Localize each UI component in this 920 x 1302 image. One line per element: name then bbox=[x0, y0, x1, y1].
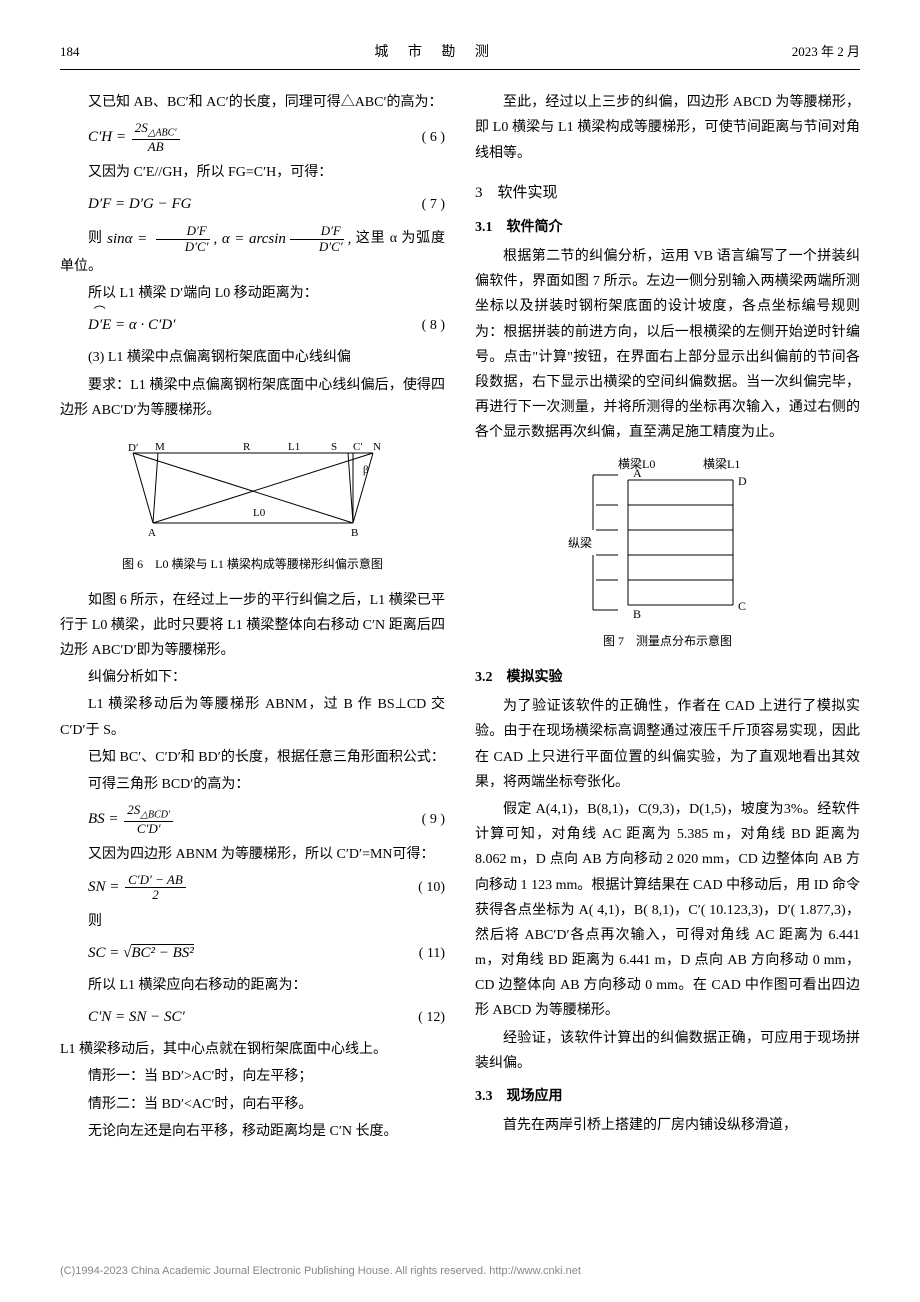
issue-date: 2023 年 2 月 bbox=[792, 40, 860, 65]
formula-body: C′H = 2S△ABC′AB bbox=[88, 121, 182, 154]
paragraph: 要求：L1 横梁中点偏离钢桁架底面中心线纠偏后，使得四边形 ABC′D′为等腰梯… bbox=[60, 373, 445, 423]
paragraph: 可得三角形 BCD′的高为： bbox=[60, 772, 445, 797]
copyright-footer: (C)1994-2023 China Academic Journal Elec… bbox=[60, 1262, 581, 1282]
equation-number: ( 6 ) bbox=[422, 125, 445, 150]
svg-text:D′: D′ bbox=[128, 442, 138, 454]
paragraph: 所以 L1 横梁应向右移动的距离为： bbox=[60, 973, 445, 998]
equation-8: D′E = α · C′D′ ( 8 ) bbox=[88, 312, 445, 339]
equation-11: SC = √BC² − BS² ( 11) bbox=[88, 940, 445, 967]
section-3-title: 3 软件实现 bbox=[475, 180, 860, 207]
formula-body: SN = C′D′ − AB2 bbox=[88, 873, 188, 903]
svg-text:S: S bbox=[331, 441, 337, 453]
section-3-3: 3.3 现场应用 bbox=[475, 1084, 860, 1109]
figure-7: 横梁L0 横梁L1 A D B C 纵梁 bbox=[475, 455, 860, 625]
paragraph: 情形一：当 BD′>AC′时，向左平移； bbox=[60, 1064, 445, 1089]
paragraph: 至此，经过以上三步的纠偏，四边形 ABCD 为等腰梯形，即 L0 横梁与 L1 … bbox=[475, 90, 860, 166]
paragraph: 情形二：当 BD′<AC′时，向右平移。 bbox=[60, 1092, 445, 1117]
two-column-layout: 又已知 AB、BC′和 AC′的长度，同理可得△ABC′的高为： C′H = 2… bbox=[60, 90, 860, 1146]
equation-number: ( 8 ) bbox=[422, 313, 445, 338]
equation-number: ( 11) bbox=[419, 941, 445, 966]
paragraph: 根据第二节的纠偏分析，运用 VB 语言编写了一个拼装纠偏软件，界面如图 7 所示… bbox=[475, 244, 860, 446]
figure-6: D′ M R L1 S C′ N β A L0 B bbox=[60, 433, 445, 548]
svg-text:纵梁: 纵梁 bbox=[568, 535, 592, 550]
formula-body: BS = 2S△BCD′C′D′ bbox=[88, 803, 175, 836]
paragraph: 则 bbox=[60, 909, 445, 934]
paragraph: 经验证，该软件计算出的纠偏数据正确，可应用于现场拼装纠偏。 bbox=[475, 1026, 860, 1076]
paragraph: L1 横梁移动后，其中心点就在钢桁架底面中心线上。 bbox=[60, 1037, 445, 1062]
paragraph: 为了验证该软件的正确性，作者在 CAD 上进行了模拟实验。由于在现场横梁标高调整… bbox=[475, 694, 860, 795]
svg-text:D: D bbox=[738, 474, 747, 488]
equation-12: C′N = SN − SC′ ( 12) bbox=[88, 1004, 445, 1031]
formula-body: C′N = SN − SC′ bbox=[88, 1004, 185, 1031]
left-column: 又已知 AB、BC′和 AC′的长度，同理可得△ABC′的高为： C′H = 2… bbox=[60, 90, 445, 1146]
equation-7: D′F = D′G − FG ( 7 ) bbox=[88, 191, 445, 218]
equation-10: SN = C′D′ − AB2 ( 10) bbox=[88, 873, 445, 903]
svg-text:M: M bbox=[155, 441, 165, 453]
paragraph: 无论向左还是向右平移，移动距离均是 C′N 长度。 bbox=[60, 1119, 445, 1144]
paragraph: 首先在两岸引桥上搭建的厂房内铺设纵移滑道， bbox=[475, 1113, 860, 1138]
paragraph: (3) L1 横梁中点偏离钢桁架底面中心线纠偏 bbox=[60, 345, 445, 370]
paragraph: 纠偏分析如下： bbox=[60, 665, 445, 690]
figure-6-caption: 图 6 L0 横梁与 L1 横梁构成等腰梯形纠偏示意图 bbox=[60, 554, 445, 576]
paragraph: 所以 L1 横梁 D′端向 L0 移动距离为： bbox=[60, 281, 445, 306]
svg-text:A: A bbox=[633, 466, 642, 480]
right-column: 至此，经过以上三步的纠偏，四边形 ABCD 为等腰梯形，即 L0 横梁与 L1 … bbox=[475, 90, 860, 1146]
paragraph: 又已知 AB、BC′和 AC′的长度，同理可得△ABC′的高为： bbox=[60, 90, 445, 115]
svg-text:横梁L1: 横梁L1 bbox=[703, 456, 740, 471]
svg-text:L0: L0 bbox=[253, 507, 266, 519]
equation-number: ( 10) bbox=[418, 875, 445, 900]
equation-number: ( 12) bbox=[418, 1005, 445, 1030]
svg-text:B: B bbox=[633, 607, 641, 621]
paragraph: 假定 A(4,1)，B(8,1)，C(9,3)，D(1,5)，坡度为3%。经软件… bbox=[475, 797, 860, 1024]
figure-7-caption: 图 7 测量点分布示意图 bbox=[475, 631, 860, 653]
paragraph: 如图 6 所示，在经过上一步的平行纠偏之后，L1 横梁已平行于 L0 横梁，此时… bbox=[60, 588, 445, 664]
svg-text:C′: C′ bbox=[353, 441, 363, 453]
paragraph: 已知 BC′、C′D′和 BD′的长度，根据任意三角形面积公式： bbox=[60, 745, 445, 770]
paragraph: 又因为四边形 ABNM 为等腰梯形，所以 C′D′=MN可得： bbox=[60, 842, 445, 867]
svg-text:N: N bbox=[373, 441, 381, 453]
formula-body: D′F = D′G − FG bbox=[88, 191, 191, 218]
svg-text:C: C bbox=[738, 599, 746, 613]
section-3-2: 3.2 模拟实验 bbox=[475, 665, 860, 690]
svg-text:L1: L1 bbox=[288, 441, 300, 453]
section-3-1: 3.1 软件简介 bbox=[475, 215, 860, 240]
svg-text:A: A bbox=[148, 527, 156, 539]
paragraph: 又因为 C′E//GH，所以 FG=C′H，可得： bbox=[60, 160, 445, 185]
fig7-svg: 横梁L0 横梁L1 A D B C 纵梁 bbox=[563, 455, 773, 625]
equation-6: C′H = 2S△ABC′AB ( 6 ) bbox=[88, 121, 445, 154]
fig6-svg: D′ M R L1 S C′ N β A L0 B bbox=[113, 433, 393, 548]
journal-title: 城 市 勘 测 bbox=[374, 40, 497, 65]
formula-body: SC = √BC² − BS² bbox=[88, 940, 194, 967]
page-header: 184 城 市 勘 测 2023 年 2 月 bbox=[60, 40, 860, 70]
equation-number: ( 7 ) bbox=[422, 192, 445, 217]
svg-text:R: R bbox=[243, 441, 251, 453]
formula-body: D′E = α · C′D′ bbox=[88, 312, 175, 339]
svg-text:β: β bbox=[363, 464, 369, 476]
paragraph: 则 sinα = D′FD′C′, α = arcsinD′FD′C′, 这里 … bbox=[60, 224, 445, 279]
equation-number: ( 9 ) bbox=[422, 807, 445, 832]
paragraph: L1 横梁移动后为等腰梯形 ABNM，过 B 作 BS⊥CD 交 C′D′于 S… bbox=[60, 692, 445, 742]
equation-9: BS = 2S△BCD′C′D′ ( 9 ) bbox=[88, 803, 445, 836]
page-number: 184 bbox=[60, 40, 80, 65]
svg-text:B: B bbox=[351, 527, 358, 539]
